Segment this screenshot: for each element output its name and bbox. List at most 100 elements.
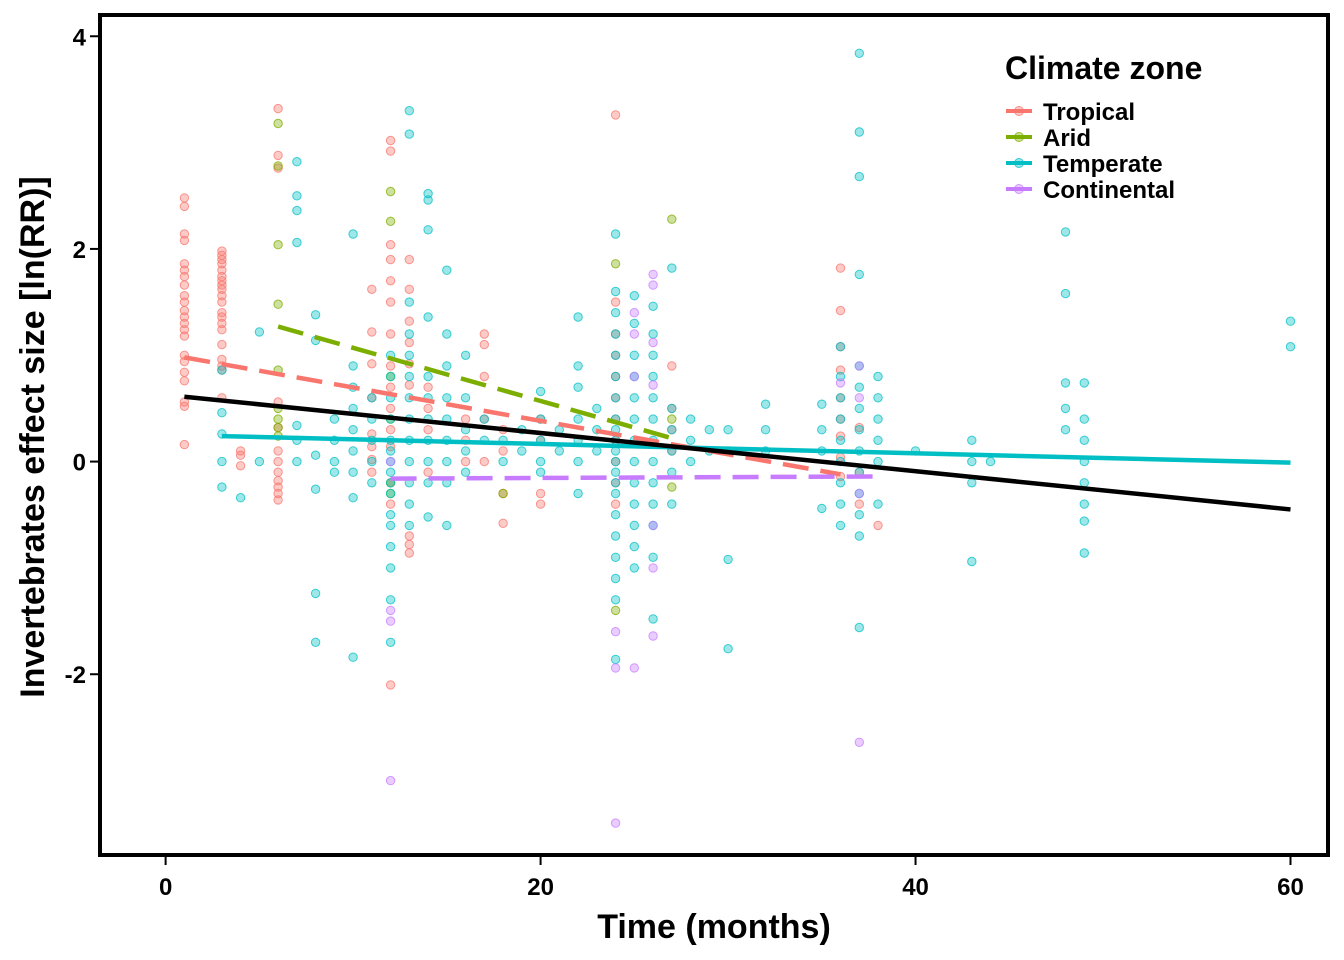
data-point — [610, 510, 621, 520]
x-axis-title: Time (months) — [597, 908, 831, 946]
legend-title: Climate zone — [1005, 50, 1202, 86]
data-point — [629, 291, 639, 301]
data-point — [404, 106, 414, 116]
data-point — [835, 371, 846, 382]
data-point — [179, 439, 190, 450]
data-point — [217, 284, 227, 294]
data-point — [385, 616, 396, 626]
data-point — [310, 310, 321, 320]
legend-label: Continental — [1043, 177, 1175, 204]
data-point — [629, 329, 639, 339]
data-point — [648, 269, 658, 280]
data-point — [179, 193, 190, 203]
data-point — [854, 425, 864, 435]
data-point — [498, 488, 508, 499]
data-point — [629, 499, 639, 509]
data-point — [273, 150, 283, 161]
data-point — [385, 456, 396, 467]
data-point — [404, 254, 414, 265]
data-point — [1060, 227, 1071, 237]
data-point — [367, 393, 377, 403]
data-point — [629, 371, 639, 382]
data-point — [610, 499, 621, 509]
data-point — [610, 393, 621, 403]
data-point — [610, 329, 621, 339]
data-point — [1079, 548, 1090, 558]
data-point — [629, 520, 639, 531]
data-point — [498, 518, 508, 528]
data-point — [273, 446, 283, 456]
data-point — [817, 503, 827, 514]
data-point — [460, 467, 471, 477]
x-tick-label: 60 — [1277, 874, 1304, 901]
data-point — [179, 376, 190, 386]
trend-line-arid — [277, 324, 673, 441]
data-point — [348, 229, 358, 239]
data-point — [835, 435, 846, 445]
trend-line-continental — [390, 474, 879, 481]
data-point — [385, 605, 396, 616]
data-point — [385, 297, 396, 307]
data-point — [460, 393, 471, 403]
legend-key-point — [1014, 184, 1024, 194]
data-point — [1060, 403, 1071, 414]
data-point — [385, 488, 396, 499]
data-point — [648, 552, 658, 562]
data-point — [179, 271, 190, 282]
data-point — [573, 361, 583, 371]
legend-key-point — [1014, 106, 1024, 116]
data-point — [667, 414, 677, 424]
data-point — [179, 325, 190, 335]
legend-item-temperate: Temperate — [1006, 151, 1163, 178]
data-point — [648, 631, 658, 641]
data-point — [404, 499, 414, 509]
data-point — [179, 259, 190, 269]
data-point — [179, 367, 190, 377]
data-point — [348, 425, 358, 435]
data-point — [479, 456, 489, 467]
data-point — [442, 456, 452, 467]
data-point — [254, 327, 265, 337]
data-point — [385, 254, 396, 265]
legend: Climate zone TropicalAridTemperateContin… — [1005, 50, 1202, 204]
data-point — [854, 48, 864, 58]
data-point — [385, 637, 396, 647]
x-tick-label: 20 — [527, 874, 554, 901]
data-point — [479, 414, 489, 424]
data-point — [985, 456, 996, 467]
data-point — [385, 775, 396, 786]
legend-label: Temperate — [1043, 151, 1163, 178]
y-tick-label: -2 — [65, 662, 86, 689]
data-point — [835, 414, 846, 424]
data-point — [179, 280, 190, 290]
data-point — [273, 422, 283, 433]
data-point — [854, 361, 864, 371]
data-point — [404, 350, 414, 360]
data-point — [610, 531, 621, 541]
data-point — [610, 654, 621, 665]
data-point — [348, 403, 358, 414]
data-point — [667, 214, 677, 224]
data-point — [967, 435, 977, 445]
data-point — [573, 382, 583, 392]
data-point — [648, 329, 658, 339]
data-point — [835, 378, 846, 388]
data-point — [423, 225, 433, 235]
data-point — [217, 456, 227, 467]
data-point — [404, 531, 414, 541]
data-point — [385, 371, 396, 382]
data-point — [648, 350, 658, 360]
data-point — [348, 467, 358, 477]
data-point — [610, 595, 621, 605]
legend-key-point — [1014, 132, 1024, 142]
data-point — [835, 520, 846, 531]
data-point — [1060, 288, 1071, 299]
data-point — [535, 499, 546, 509]
data-point — [423, 478, 433, 488]
data-point — [535, 467, 546, 477]
data-point — [667, 263, 677, 273]
y-tick-label: 0 — [73, 450, 86, 477]
data-point — [179, 235, 190, 246]
data-point — [854, 393, 864, 403]
